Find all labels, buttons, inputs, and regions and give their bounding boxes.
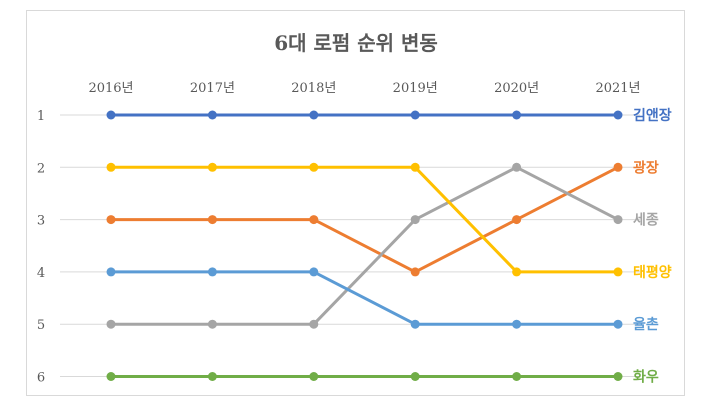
y-tick-label: 5 bbox=[37, 318, 45, 333]
data-point bbox=[106, 162, 116, 172]
data-point bbox=[106, 319, 116, 329]
x-tick-label: 2021년 bbox=[595, 81, 640, 96]
data-point bbox=[613, 372, 623, 381]
data-point bbox=[106, 110, 116, 120]
series-line bbox=[109, 165, 620, 326]
data-point bbox=[410, 319, 420, 329]
x-tick-label: 2020년 bbox=[494, 81, 539, 96]
series-lines bbox=[106, 110, 623, 381]
y-tick-label: 1 bbox=[37, 109, 45, 124]
data-point bbox=[410, 372, 420, 381]
series-label: 태평양 bbox=[633, 264, 672, 281]
data-point bbox=[512, 319, 522, 329]
data-point bbox=[207, 162, 217, 172]
y-tick-label: 2 bbox=[37, 161, 45, 176]
series-label: 세종 bbox=[633, 213, 659, 229]
data-point bbox=[309, 215, 319, 225]
data-point bbox=[309, 319, 319, 329]
data-point bbox=[410, 162, 420, 172]
data-point bbox=[207, 110, 217, 120]
series-label: 율촌 bbox=[633, 316, 659, 333]
data-point bbox=[207, 267, 217, 277]
data-point bbox=[410, 267, 420, 277]
series-5 bbox=[106, 372, 623, 381]
data-point bbox=[613, 319, 623, 329]
data-point bbox=[106, 215, 116, 225]
series-0 bbox=[106, 110, 623, 120]
data-point bbox=[410, 110, 420, 120]
x-tick-label: 2016년 bbox=[88, 81, 133, 96]
data-point bbox=[613, 267, 623, 277]
series-4 bbox=[106, 267, 623, 329]
x-axis-ticks: 2016년 2017년 2018년 2019년 2020년 2021년 bbox=[88, 81, 640, 96]
data-point bbox=[613, 162, 623, 172]
data-point bbox=[512, 162, 522, 172]
data-point bbox=[309, 162, 319, 172]
series-line bbox=[109, 270, 620, 326]
data-point bbox=[106, 267, 116, 277]
series-1 bbox=[106, 162, 623, 277]
data-point bbox=[512, 215, 522, 225]
data-point bbox=[410, 215, 420, 225]
x-tick-label: 2019년 bbox=[393, 81, 438, 96]
data-point bbox=[613, 110, 623, 120]
data-point bbox=[309, 110, 319, 120]
series-3 bbox=[106, 162, 623, 277]
x-tick-label: 2018년 bbox=[291, 81, 336, 96]
series-line bbox=[109, 165, 620, 274]
x-tick-label: 2017년 bbox=[190, 81, 235, 96]
data-point bbox=[207, 372, 217, 381]
data-point bbox=[613, 215, 623, 225]
series-label: 김앤장 bbox=[633, 107, 672, 124]
data-point bbox=[207, 319, 217, 329]
data-point bbox=[309, 267, 319, 277]
series-label: 광장 bbox=[633, 159, 659, 176]
series-2 bbox=[106, 162, 623, 329]
data-point bbox=[309, 372, 319, 381]
y-tick-label: 4 bbox=[37, 266, 45, 281]
data-point bbox=[512, 267, 522, 277]
chart-frame bbox=[26, 10, 685, 396]
data-point bbox=[207, 215, 217, 225]
y-tick-label: 6 bbox=[37, 371, 45, 386]
data-point bbox=[512, 372, 522, 381]
data-point bbox=[512, 110, 522, 120]
series-label: 화우 bbox=[633, 370, 659, 386]
y-axis-ticks: 1 2 3 4 5 6 bbox=[37, 109, 45, 386]
chart-title: 6대 로펌 순위 변동 bbox=[274, 31, 438, 55]
series-line bbox=[109, 165, 620, 274]
y-tick-label: 3 bbox=[37, 214, 45, 229]
data-point bbox=[106, 372, 116, 381]
